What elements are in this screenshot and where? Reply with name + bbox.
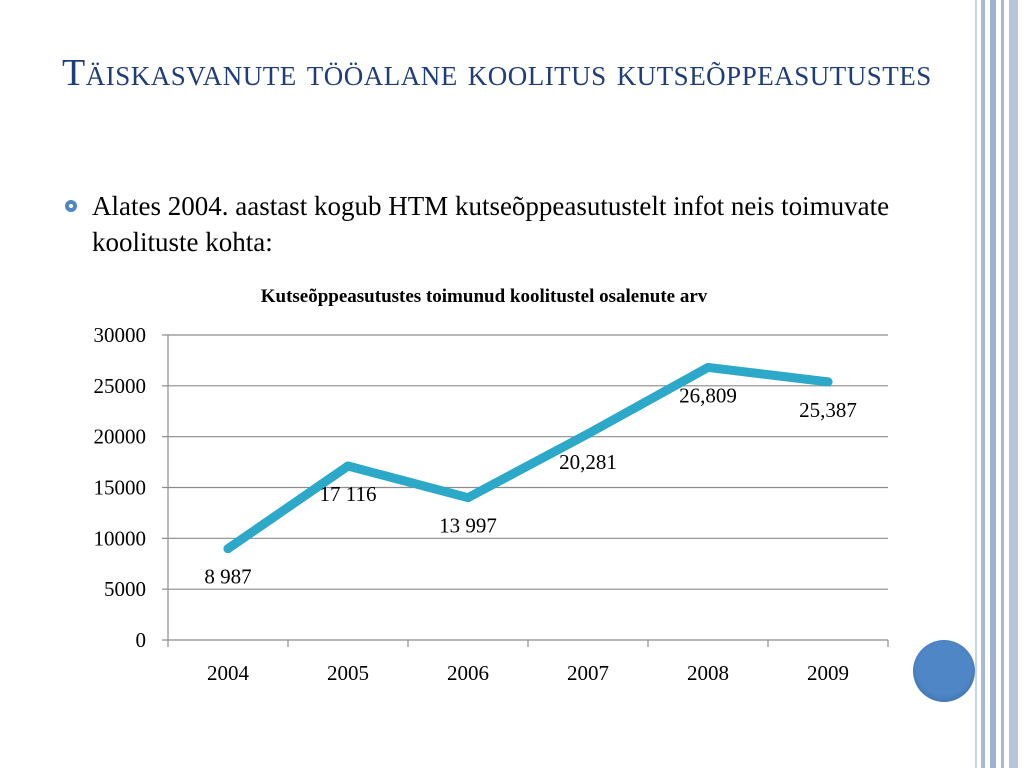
x-tick-label: 2008 bbox=[687, 661, 729, 685]
axes bbox=[162, 334, 889, 647]
data-point bbox=[823, 377, 833, 387]
stripe bbox=[975, 0, 977, 768]
y-tick-label: 10000 bbox=[94, 526, 147, 550]
y-tick-label: 20000 bbox=[94, 425, 147, 449]
data-labels: 8 987 17 116 13 997 20,281 26,809 25,387 bbox=[204, 383, 857, 588]
x-tick-label: 2006 bbox=[447, 661, 489, 685]
series-layer bbox=[223, 362, 833, 554]
data-label: 17 116 bbox=[320, 482, 377, 506]
data-label: 8 987 bbox=[204, 565, 251, 589]
decorative-circle bbox=[913, 640, 975, 702]
x-tick-labels: 2004 2005 2006 2007 2008 2009 bbox=[207, 661, 849, 685]
x-tick-label: 2009 bbox=[807, 661, 849, 685]
data-label: 20,281 bbox=[559, 450, 617, 474]
stripe bbox=[990, 0, 996, 768]
stripe bbox=[981, 0, 985, 768]
data-point bbox=[343, 461, 353, 471]
data-point bbox=[463, 493, 473, 503]
y-tick-label: 25000 bbox=[94, 374, 147, 398]
data-label: 13 997 bbox=[439, 514, 497, 538]
bullet-text: Alates 2004. aastast kogub HTM kutseõppe… bbox=[92, 191, 890, 257]
stripe bbox=[1009, 0, 1018, 768]
chart-title: Kutseõppeasutustes toimunud koolitustel … bbox=[260, 286, 708, 307]
y-tick-label: 0 bbox=[136, 628, 147, 652]
data-point bbox=[703, 362, 713, 372]
y-tick-label: 15000 bbox=[94, 476, 147, 500]
x-tick-label: 2004 bbox=[207, 661, 250, 685]
x-tick-label: 2007 bbox=[567, 661, 609, 685]
data-point bbox=[583, 429, 593, 439]
bullet-icon bbox=[65, 200, 77, 212]
y-tick-labels: 0 5000 10000 15000 20000 25000 30000 bbox=[94, 323, 147, 652]
slide-title: Täiskasvanute tööalane koolitus kutseõpp… bbox=[62, 52, 932, 94]
data-label: 25,387 bbox=[799, 398, 857, 422]
grid-lines bbox=[168, 334, 888, 590]
y-tick-label: 30000 bbox=[94, 323, 147, 347]
data-point bbox=[223, 544, 233, 554]
data-label: 26,809 bbox=[679, 383, 737, 407]
y-tick-label: 5000 bbox=[104, 577, 146, 601]
series-line bbox=[223, 362, 833, 554]
stripe bbox=[1001, 0, 1004, 768]
x-tick-label: 2005 bbox=[327, 661, 369, 685]
